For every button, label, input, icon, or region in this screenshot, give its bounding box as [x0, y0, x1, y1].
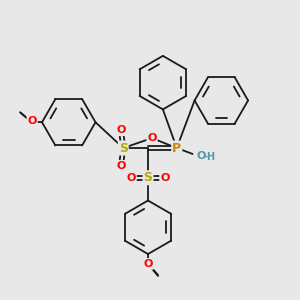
- Text: O: O: [117, 161, 126, 171]
- Text: S: S: [119, 142, 128, 154]
- Text: -H: -H: [203, 152, 216, 162]
- Text: S: S: [143, 171, 152, 184]
- Text: O: O: [160, 173, 170, 183]
- Text: O: O: [127, 173, 136, 183]
- Text: O: O: [147, 133, 157, 143]
- Text: O: O: [27, 116, 37, 126]
- Text: O: O: [117, 125, 126, 135]
- Text: O: O: [196, 151, 206, 161]
- Text: P: P: [172, 142, 181, 154]
- Text: O: O: [143, 259, 153, 269]
